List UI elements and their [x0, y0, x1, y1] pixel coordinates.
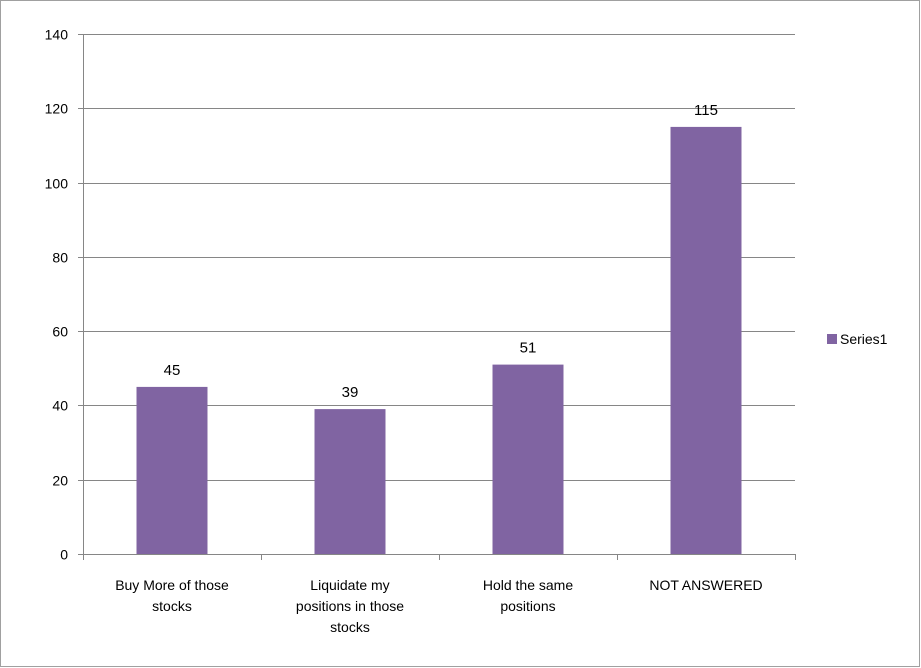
category-label-line: stocks [152, 598, 192, 614]
data-label: 45 [164, 362, 181, 379]
category-label: Liquidate my positions in those stocks [296, 577, 404, 635]
bars [136, 126, 742, 555]
category-label-line: stocks [330, 619, 370, 635]
data-label: 39 [342, 384, 359, 401]
category-label: NOT ANSWERED [649, 577, 762, 593]
y-tick-label: 0 [60, 547, 68, 563]
y-axis-tick-labels: 0 20 40 60 80 100 120 140 [45, 27, 69, 563]
y-tick-label: 20 [52, 473, 68, 489]
legend-label: Series1 [840, 331, 888, 347]
data-labels: 45 39 51 115 [164, 102, 718, 401]
legend-swatch [827, 334, 837, 344]
x-axis-category-labels: Buy More of those stocks Liquidate my posit… [115, 577, 762, 635]
y-tick-label: 40 [52, 398, 68, 414]
y-tick-label: 140 [45, 27, 69, 43]
axes [78, 34, 796, 560]
category-label-line: positions [500, 598, 555, 614]
data-label: 51 [520, 340, 537, 357]
category-label-line: positions in those [296, 598, 404, 614]
category-label-line: Buy More of those [115, 577, 229, 593]
bar [136, 386, 208, 554]
y-tick-label: 60 [52, 324, 68, 340]
bar [314, 409, 386, 554]
y-tick-label: 120 [45, 101, 69, 117]
bar [670, 126, 742, 555]
category-label: Buy More of those stocks [115, 577, 229, 614]
category-label-line: NOT ANSWERED [649, 577, 762, 593]
category-label-line: Hold the same [483, 577, 573, 593]
data-label: 115 [694, 102, 718, 119]
category-label: Hold the same positions [483, 577, 573, 614]
bar [492, 364, 564, 554]
y-tick-label: 100 [45, 176, 69, 192]
legend: Series1 [827, 331, 888, 347]
category-label-line: Liquidate my [310, 577, 389, 593]
y-tick-label: 80 [52, 250, 68, 266]
